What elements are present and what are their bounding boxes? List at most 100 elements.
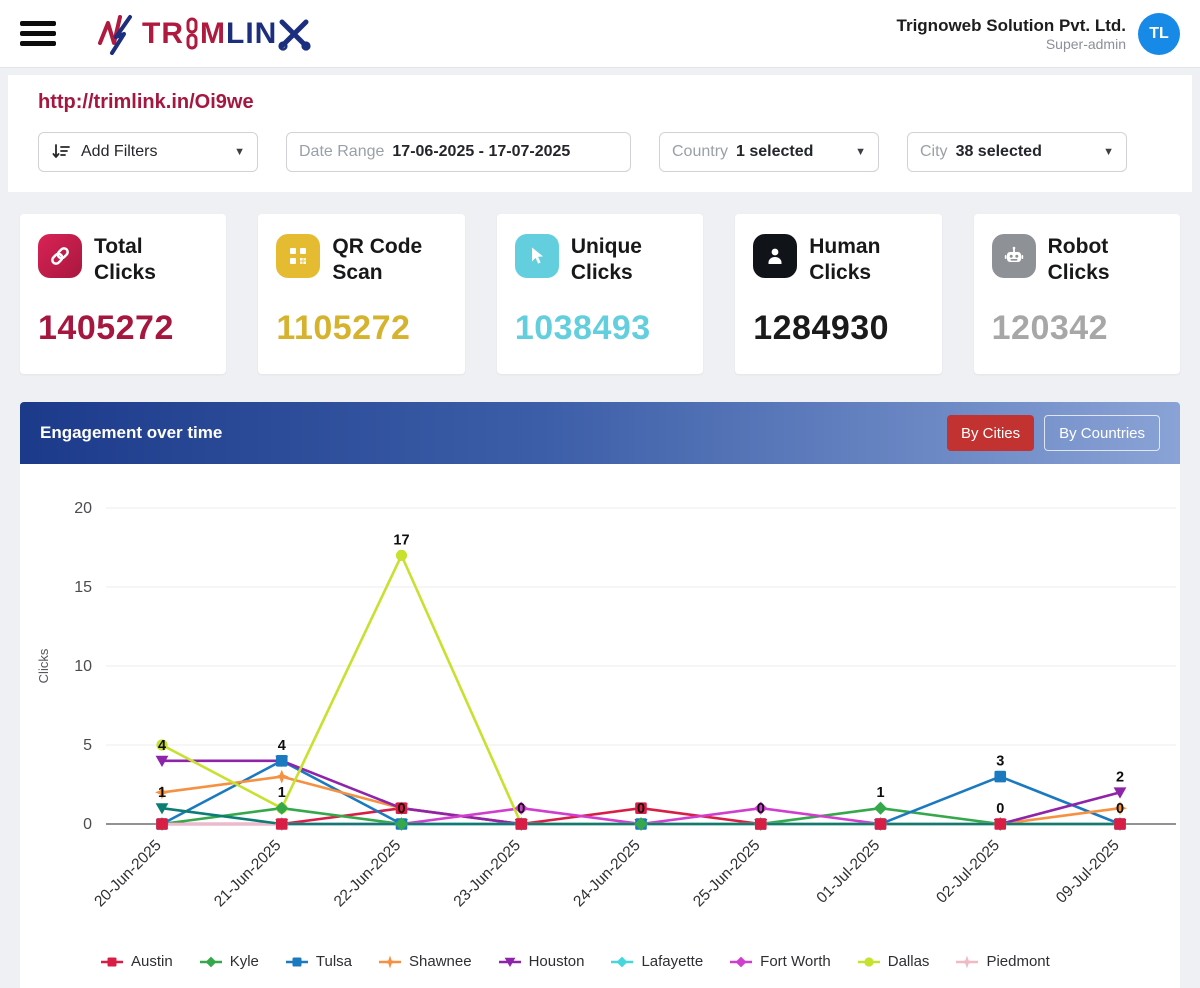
country-dropdown[interactable]: Country 1 selected ▼ xyxy=(659,132,879,172)
date-range-label: Date Range xyxy=(299,143,385,160)
legend-marker-icon xyxy=(956,955,979,968)
svg-text:25-Jun-2025: 25-Jun-2025 xyxy=(690,837,764,911)
legend-label: Dallas xyxy=(887,953,930,970)
cursor-icon xyxy=(514,234,559,278)
short-url-link[interactable]: http://trimlink.in/Oi9we xyxy=(38,91,254,113)
top-bar: TR M LIN Trignoweb Solution Pvt. Ltd. Su… xyxy=(0,0,1200,68)
brand-logo[interactable]: TR M LIN xyxy=(96,11,311,57)
add-filters-label: Add Filters xyxy=(81,143,158,160)
city-label: City xyxy=(920,143,948,160)
svg-text:21-Jun-2025: 21-Jun-2025 xyxy=(211,837,285,911)
stats-row: Total Clicks 1405272 QR Code Scan 1105272 Un… xyxy=(20,214,1181,374)
legend-label: Lafayette xyxy=(641,953,704,970)
stat-card-qr-code-scan: QR Code Scan 1105272 xyxy=(258,214,465,374)
svg-text:20: 20 xyxy=(74,500,92,517)
svg-text:02-Jul-2025: 02-Jul-2025 xyxy=(933,837,1003,907)
engagement-chart-area: 0 5 10 15 20 Clicks 20-Jun-2025 21-Jun-2025 22-J… xyxy=(20,464,1180,988)
svg-text:20-Jun-2025: 20-Jun-2025 xyxy=(91,837,165,911)
svg-text:1: 1 xyxy=(876,785,884,801)
add-filters-dropdown[interactable]: Add Filters ▼ xyxy=(38,132,258,172)
user-role: Super-admin xyxy=(1045,35,1126,52)
svg-text:17: 17 xyxy=(393,532,409,548)
date-range-value: 17-06-2025 - 17-07-2025 xyxy=(392,143,571,160)
svg-text:0: 0 xyxy=(517,801,525,817)
legend-item-austin[interactable]: Austin xyxy=(100,953,173,970)
by-cities-button[interactable]: By Cities xyxy=(946,415,1035,451)
scissors-x-icon xyxy=(278,19,311,51)
legend-item-tulsa[interactable]: Tulsa xyxy=(285,953,352,970)
stat-title: Human Clicks xyxy=(809,235,881,285)
hamburger-menu-icon[interactable] xyxy=(20,16,56,51)
legend-label: Shawnee xyxy=(409,953,472,970)
svg-text:09-Jul-2025: 09-Jul-2025 xyxy=(1053,837,1123,907)
avatar[interactable]: TL xyxy=(1138,12,1180,55)
stat-title: Robot Clicks xyxy=(1047,235,1110,285)
robot-icon xyxy=(991,234,1036,278)
svg-text:01-Jul-2025: 01-Jul-2025 xyxy=(813,837,883,907)
legend-label: Houston xyxy=(528,953,585,970)
legend-item-lafayette[interactable]: Lafayette xyxy=(610,953,703,970)
stat-value: 1284930 xyxy=(753,308,890,347)
svg-text:0: 0 xyxy=(1116,801,1124,817)
sort-filter-icon xyxy=(51,142,71,162)
legend-marker-icon xyxy=(611,956,634,967)
svg-text:1: 1 xyxy=(158,785,166,801)
by-countries-button[interactable]: By Countries xyxy=(1044,415,1160,451)
legend-item-fort-worth[interactable]: Fort Worth xyxy=(729,953,831,970)
svg-text:0: 0 xyxy=(996,801,1004,817)
legend-label: Tulsa xyxy=(315,953,353,970)
svg-text:15: 15 xyxy=(74,579,92,596)
stat-card-total-clicks: Total Clicks 1405272 xyxy=(20,214,227,374)
stat-title: QR Code Scan xyxy=(332,235,423,285)
legend-marker-icon xyxy=(379,955,402,968)
stat-value: 1405272 xyxy=(38,308,174,347)
legend-item-dallas[interactable]: Dallas xyxy=(857,953,930,970)
legend-label: Fort Worth xyxy=(760,953,831,970)
chart-legend: Austin Kyle Tulsa Shawnee Houston Lafayette Fo… xyxy=(32,951,1172,988)
svg-text:4: 4 xyxy=(278,738,286,754)
country-value: 1 selected xyxy=(736,143,814,160)
stat-title: Unique Clicks xyxy=(570,235,642,285)
date-range-input[interactable]: Date Range 17-06-2025 - 17-07-2025 xyxy=(286,132,631,172)
filters-panel: http://trimlink.in/Oi9we Add Filters ▼ D… xyxy=(8,75,1192,192)
logo-text-lin: LIN xyxy=(226,16,278,50)
engagement-card: Engagement over time By Cities By Countr… xyxy=(20,402,1180,988)
country-label: Country xyxy=(672,143,729,160)
stat-value: 120342 xyxy=(991,308,1109,347)
logo-text-m: M xyxy=(200,16,226,50)
city-dropdown[interactable]: City 38 selected ▼ xyxy=(907,132,1127,172)
logo-pulse-icon xyxy=(98,14,132,55)
stat-title: Total Clicks xyxy=(94,235,156,285)
engagement-header: Engagement over time By Cities By Countr… xyxy=(20,402,1180,464)
svg-text:1: 1 xyxy=(278,785,286,801)
legend-marker-icon xyxy=(101,957,123,966)
stat-value: 1038493 xyxy=(514,308,651,347)
svg-text:0: 0 xyxy=(83,816,92,833)
svg-text:10: 10 xyxy=(74,658,92,675)
legend-marker-icon xyxy=(285,957,308,966)
legend-item-shawnee[interactable]: Shawnee xyxy=(378,953,472,970)
chevron-down-icon: ▼ xyxy=(855,146,866,158)
legend-marker-icon xyxy=(498,957,521,967)
svg-text:23-Jun-2025: 23-Jun-2025 xyxy=(451,837,525,911)
svg-text:5: 5 xyxy=(83,737,92,754)
legend-item-houston[interactable]: Houston xyxy=(498,953,585,970)
chevron-down-icon: ▼ xyxy=(1103,146,1114,158)
svg-text:24-Jun-2025: 24-Jun-2025 xyxy=(570,837,644,911)
city-value: 38 selected xyxy=(955,143,1042,160)
legend-label: Kyle xyxy=(229,953,259,970)
svg-text:3: 3 xyxy=(996,754,1004,770)
svg-text:0: 0 xyxy=(637,801,645,817)
person-icon xyxy=(753,234,798,278)
svg-text:Clicks: Clicks xyxy=(36,648,51,683)
svg-text:4: 4 xyxy=(158,738,166,754)
stat-value: 1105272 xyxy=(276,308,411,347)
svg-text:2: 2 xyxy=(1116,769,1124,785)
legend-item-kyle[interactable]: Kyle xyxy=(199,953,259,970)
svg-text:0: 0 xyxy=(397,801,405,817)
chevron-down-icon: ▼ xyxy=(234,146,245,158)
legend-item-piedmont[interactable]: Piedmont xyxy=(955,953,1050,970)
qr-code-icon xyxy=(276,234,321,278)
stat-card-robot-clicks: Robot Clicks 120342 xyxy=(973,214,1181,374)
